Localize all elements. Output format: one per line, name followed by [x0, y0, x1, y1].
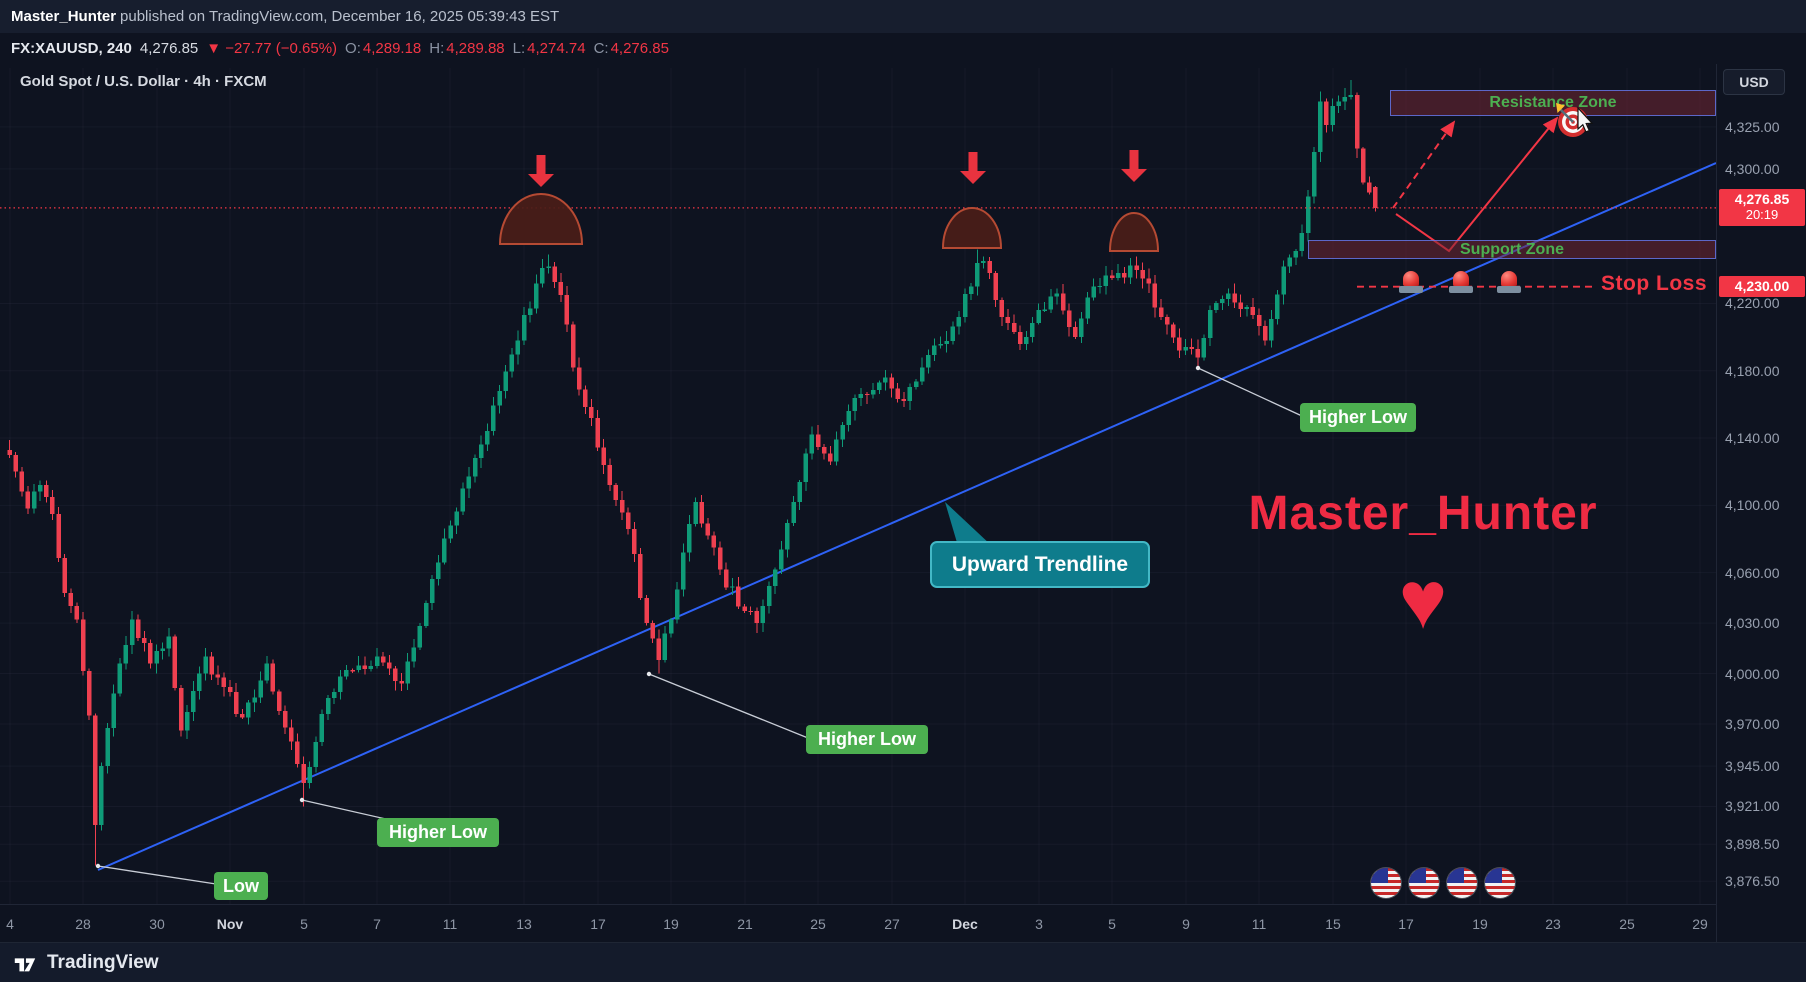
price-axis-label: 3,898.50	[1725, 836, 1780, 853]
peak-dome	[498, 193, 584, 245]
usa-roundel-icon	[1371, 868, 1401, 898]
trendline-callout: Upward Trendline	[930, 541, 1150, 588]
projection-paths	[1392, 116, 1559, 253]
target-icon	[1556, 103, 1594, 137]
time-axis[interactable]: 4 28 30 Nov 5 7 11 13 17 19 21 25 27 Dec 3 5 9 11 15 17 19 23…	[0, 904, 1716, 942]
peak-domes	[498, 193, 1160, 252]
price-axis-label: 4,060.00	[1725, 564, 1780, 581]
attribution-bar: Master_Hunter published on TradingView.c…	[0, 0, 1806, 33]
price-axis[interactable]: USD 4,276.85 20:19 4,230.00 4,325.00 4,30…	[1716, 64, 1806, 942]
support-zone-label: Support Zone	[1460, 240, 1564, 258]
price-axis-label: 3,970.00	[1725, 716, 1780, 733]
time-axis-label: 25	[1619, 916, 1635, 932]
swing-label-higher-low-2: Higher Low	[806, 725, 928, 754]
time-axis-label: 28	[75, 916, 91, 932]
chart-legend: Gold Spot / U.S. Dollar · 4h · FXCM	[20, 73, 267, 90]
price-axis-label: 4,180.00	[1725, 362, 1780, 379]
ohlc-high: H: 4,289.88	[429, 40, 505, 57]
siren-icon	[1495, 268, 1523, 296]
time-axis-label: 5	[300, 916, 308, 932]
price-axis-label: 4,100.00	[1725, 497, 1780, 514]
ohlc-open: O: 4,289.18	[345, 40, 422, 57]
current-price-badge: 4,276.85 20:19	[1719, 188, 1805, 226]
down-arrows	[528, 150, 1147, 187]
price-axis-label: 3,876.50	[1725, 873, 1780, 890]
price-axis-label: 4,030.00	[1725, 615, 1780, 632]
time-axis-label: 11	[1251, 916, 1267, 932]
price-axis-label: 4,000.00	[1725, 665, 1780, 682]
time-axis-label: 25	[810, 916, 826, 932]
siren-icon	[1397, 268, 1425, 296]
current-price-value: 4,276.85	[1734, 190, 1790, 207]
stop-loss-label: Stop Loss	[1601, 272, 1708, 295]
usa-roundel-icon	[1485, 868, 1515, 898]
resistance-zone: Resistance Zone	[1390, 90, 1716, 116]
ohlc-low: L: 4,274.74	[512, 40, 586, 57]
time-axis-label: 15	[1325, 916, 1341, 932]
time-axis-label: 27	[884, 916, 900, 932]
time-axis-label: 5	[1108, 916, 1116, 932]
ohlc-close: C: 4,276.85	[593, 40, 669, 57]
last-price: 4,276.85	[139, 40, 199, 57]
price-change: ▼ −27.77 (−0.65%)	[206, 40, 338, 57]
peak-dome	[1108, 212, 1160, 252]
time-axis-label: 9	[1182, 916, 1190, 932]
price-axis-label: 4,325.00	[1725, 118, 1780, 135]
tradingview-logo-icon[interactable]	[12, 950, 38, 976]
bar-countdown: 20:19	[1745, 206, 1779, 222]
swing-label-higher-low-1: Higher Low	[377, 818, 499, 847]
callout-tail	[945, 502, 992, 546]
time-axis-label: Nov	[216, 916, 244, 932]
time-axis-label: 13	[516, 916, 532, 932]
support-zone: Support Zone	[1308, 240, 1716, 259]
attribution-text: published on TradingView.com, December 1…	[120, 8, 560, 25]
symbol-name: FX:XAUUSD, 240	[11, 40, 132, 57]
price-axis-label: 3,921.00	[1725, 798, 1780, 815]
time-axis-label: 30	[149, 916, 165, 932]
price-axis-label: 4,300.00	[1725, 160, 1780, 177]
down-arrow-icon	[960, 152, 986, 184]
usa-roundel-icon	[1447, 868, 1477, 898]
upward-trendline	[97, 162, 1716, 871]
currency-button[interactable]: USD	[1723, 69, 1785, 95]
heart-icon: ♥	[1398, 555, 1448, 646]
time-axis-label: Dec	[952, 916, 978, 932]
author-link[interactable]: Master_Hunter	[11, 8, 117, 25]
resistance-zone-label: Resistance Zone	[1489, 94, 1617, 111]
time-axis-label: 23	[1545, 916, 1561, 932]
down-arrow-icon	[528, 155, 554, 187]
price-axis-label: 4,220.00	[1725, 295, 1780, 312]
brand-name[interactable]: TradingView	[47, 951, 159, 973]
time-axis-label: 3	[1035, 916, 1043, 932]
time-axis-label: 19	[663, 916, 679, 932]
time-axis-label: 4	[6, 916, 14, 932]
time-axis-label: 21	[737, 916, 753, 932]
candlestick-series	[7, 79, 1378, 866]
down-arrow-icon	[1121, 150, 1147, 182]
price-axis-label: 4,140.00	[1725, 430, 1780, 447]
swing-label-higher-low-3: Higher Low	[1300, 403, 1416, 432]
usa-roundel-icon	[1409, 868, 1439, 898]
time-axis-label: 29	[1692, 916, 1708, 932]
peak-dome	[941, 207, 1003, 249]
stop-loss-price-badge: 4,230.00	[1719, 276, 1805, 298]
bottom-bar: TradingView	[0, 942, 1806, 982]
price-axis-label: 3,945.00	[1725, 758, 1780, 775]
symbol-info-bar: FX:XAUUSD, 240 4,276.85 ▼ −27.77 (−0.65%…	[0, 33, 1806, 64]
siren-icon	[1447, 268, 1475, 296]
time-axis-label: 19	[1472, 916, 1488, 932]
price-chart[interactable]	[0, 64, 1716, 904]
time-axis-label: 17	[590, 916, 606, 932]
time-axis-label: 7	[373, 916, 381, 932]
swing-label-low: Low	[214, 872, 268, 900]
watermark-text: Master_Hunter	[1248, 487, 1598, 540]
time-axis-label: 11	[442, 916, 458, 932]
mouse-cursor-icon	[1577, 106, 1594, 133]
time-axis-label: 17	[1398, 916, 1414, 932]
